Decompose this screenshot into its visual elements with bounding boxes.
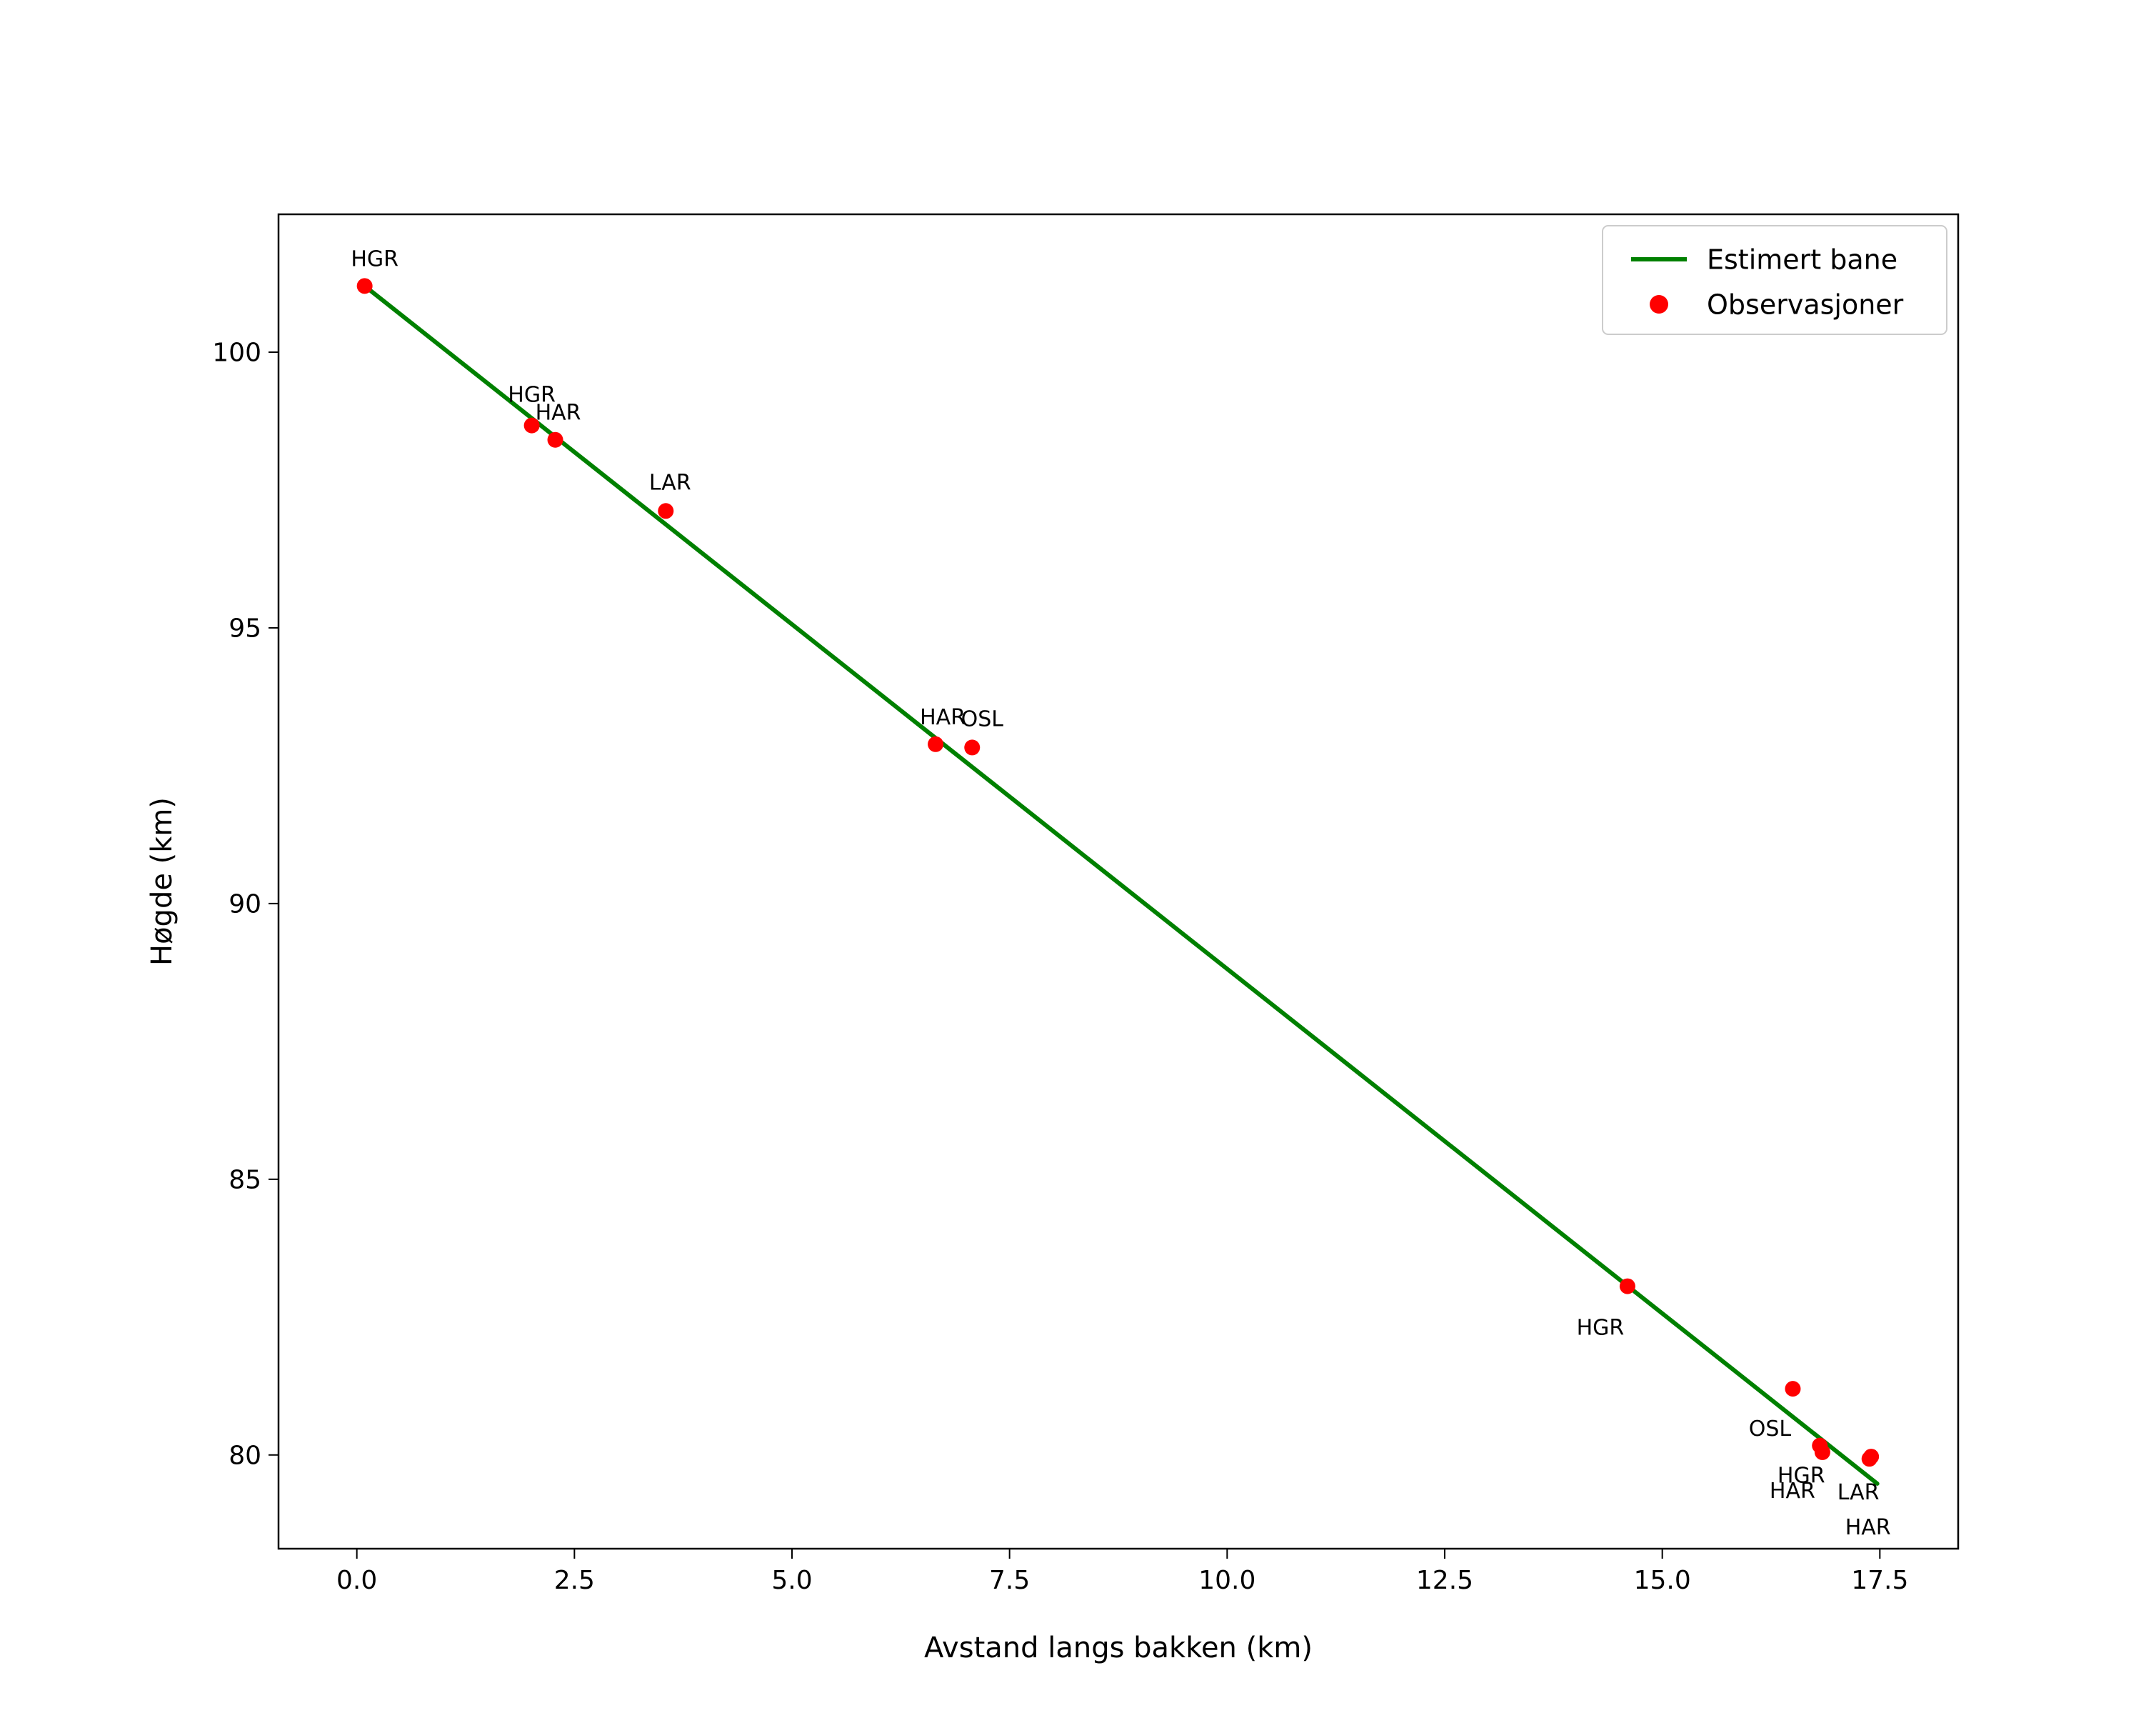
legend-entry-label: Observasjoner bbox=[1707, 289, 1904, 320]
x-tick-label: 12.5 bbox=[1416, 1566, 1473, 1595]
point-label: OSL bbox=[961, 706, 1004, 731]
legend: Estimert bane Observasjoner bbox=[1602, 225, 1947, 335]
y-tick-label: 85 bbox=[229, 1165, 261, 1194]
x-tick-label: 2.5 bbox=[554, 1566, 595, 1595]
x-tick-label: 5.0 bbox=[771, 1566, 812, 1595]
point-label: HGR bbox=[1778, 1464, 1825, 1489]
point-label: HGR bbox=[351, 246, 398, 271]
y-tick-label: 100 bbox=[212, 339, 261, 368]
y-tick-label: 95 bbox=[229, 614, 261, 644]
observation-point bbox=[658, 503, 674, 519]
axes-frame bbox=[277, 213, 1960, 1550]
x-tick-label: 10.0 bbox=[1198, 1566, 1255, 1595]
legend-dot-sample bbox=[1650, 295, 1668, 314]
point-label: HAR bbox=[920, 705, 966, 730]
legend-entry-label: Estimert bane bbox=[1707, 244, 1897, 275]
observation-point bbox=[1785, 1381, 1801, 1397]
point-label: LAR bbox=[649, 470, 691, 495]
y-tick-label: 80 bbox=[229, 1441, 261, 1470]
point-label: LAR bbox=[1837, 1480, 1880, 1505]
x-tick-label: 15.0 bbox=[1634, 1566, 1691, 1595]
observation-point bbox=[1619, 1278, 1635, 1294]
observation-point bbox=[964, 739, 981, 756]
observation-point bbox=[547, 431, 563, 448]
observation-point bbox=[1814, 1444, 1830, 1460]
x-tick-label: 0.0 bbox=[336, 1566, 377, 1595]
point-label: HGR bbox=[508, 383, 556, 408]
x-tick-label: 7.5 bbox=[989, 1566, 1030, 1595]
observation-point bbox=[356, 278, 373, 294]
point-label: HAR bbox=[536, 401, 581, 426]
y-axis-label: Høgde (km) bbox=[146, 797, 179, 966]
point-label: HAR bbox=[1770, 1479, 1815, 1504]
x-axis-label: Avstand langs bakken (km) bbox=[924, 1632, 1313, 1664]
point-label: OSL bbox=[1749, 1417, 1792, 1442]
point-label: HGR bbox=[1577, 1316, 1625, 1341]
legend-frame bbox=[1602, 225, 1947, 335]
observation-point bbox=[928, 736, 944, 752]
point-label: HAR bbox=[1845, 1515, 1891, 1540]
observation-point bbox=[523, 417, 540, 434]
observation-point bbox=[1861, 1451, 1877, 1467]
y-tick-label: 90 bbox=[229, 889, 261, 919]
x-tick-label: 17.5 bbox=[1851, 1566, 1908, 1595]
